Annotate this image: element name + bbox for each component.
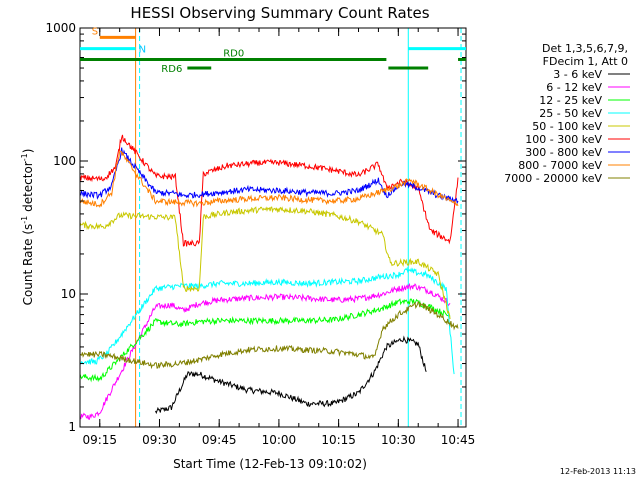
y-tick-label-10: 10 — [61, 287, 76, 301]
flag-label-n: N — [139, 45, 146, 56]
flag-label-rd0: RD0 — [223, 49, 244, 60]
y-axis: 1 10 100 1000 — [45, 21, 466, 434]
x-tick-label-10-15: 10:15 — [321, 433, 356, 447]
series-line-7000-20000-kev — [80, 301, 459, 370]
timestamp: 12-Feb-2013 11:13 — [560, 467, 636, 476]
x-axis: 09:15 09:30 09:45 10:00 10:15 10:30 10:45 — [82, 28, 475, 447]
y-axis-label: Count Rate (s-1 detector-1) — [20, 149, 35, 306]
legend-label-800-7000-kev: 800 - 7000 keV — [518, 159, 602, 172]
legend-header-line-2: FDecim 1, Att 0 — [543, 55, 628, 68]
flag-label-s: S — [92, 26, 98, 37]
series-line-300-800-kev — [80, 147, 459, 205]
series-line-3-6-kev — [155, 335, 427, 415]
legend-label-300-800-kev: 300 - 800 keV — [525, 146, 602, 159]
x-axis-label: Start Time (12-Feb-13 09:10:02) — [173, 457, 367, 471]
series-line-25-50-kev — [80, 266, 455, 375]
y-tick-label-100: 100 — [53, 154, 76, 168]
plot-area — [80, 28, 462, 427]
series-line-800-7000-kev — [80, 150, 459, 208]
y-axis-label-close: ) — [21, 149, 35, 154]
legend: Det 1,3,5,6,7,9, FDecim 1, Att 0 3 - 6 k… — [504, 42, 630, 185]
legend-header-line-1: Det 1,3,5,6,7,9, — [542, 42, 628, 55]
legend-label-6-12-kev: 6 - 12 keV — [546, 81, 602, 94]
series-line-100-300-kev — [80, 134, 459, 247]
y-tick-label-1: 1 — [68, 420, 76, 434]
y-axis-label-tail: detector — [21, 161, 35, 216]
y-tick-label-1000: 1000 — [45, 21, 76, 35]
flag-bars: S N RD0 RD6 — [80, 26, 466, 75]
chart-title: HESSI Observing Summary Count Rates — [130, 4, 429, 22]
legend-label-25-50-kev: 25 - 50 keV — [539, 107, 602, 120]
legend-label-12-25-kev: 12 - 25 keV — [539, 94, 602, 107]
series-line-12-25-kev — [80, 298, 451, 383]
x-tick-label-10-00: 10:00 — [262, 433, 297, 447]
x-tick-label-10-45: 10:45 — [441, 433, 476, 447]
x-tick-label-09-30: 09:30 — [142, 433, 177, 447]
series-line-50-100-kev — [80, 206, 451, 319]
x-tick-label-09-15: 09:15 — [82, 433, 117, 447]
x-tick-label-10-30: 10:30 — [381, 433, 416, 447]
flag-label-rd6: RD6 — [161, 64, 182, 75]
legend-label-3-6-kev: 3 - 6 keV — [553, 68, 602, 81]
y-axis-label-superscript-2: -1 — [20, 153, 29, 161]
y-axis-label-superscript: -1 — [20, 216, 29, 224]
legend-label-50-100-kev: 50 - 100 keV — [532, 120, 602, 133]
y-axis-label-main: Count Rate (s — [21, 224, 35, 306]
plot-frame — [79, 27, 467, 428]
legend-label-7000-20000-kev: 7000 - 20000 keV — [504, 172, 602, 185]
series-line-6-12-kev — [80, 282, 451, 420]
legend-label-100-300-kev: 100 - 300 keV — [525, 133, 602, 146]
x-tick-label-09-45: 09:45 — [202, 433, 237, 447]
